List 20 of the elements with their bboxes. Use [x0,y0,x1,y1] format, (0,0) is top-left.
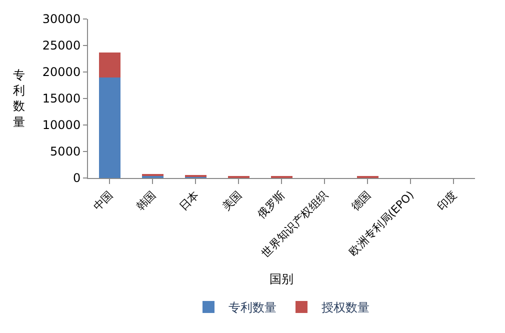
x-tick-label: 美国 [220,188,245,214]
y-tick-label: 5000 [50,144,81,159]
y-tick-label: 25000 [42,38,81,53]
x-tick-label: 中国 [90,188,116,214]
bar [98,77,120,178]
x-tick-label: 韩国 [134,188,159,214]
x-tick-label: 印度 [434,188,460,214]
x-tick-label: 日本 [176,188,202,214]
y-tick-label: 15000 [42,92,81,106]
y-tick-label: 30000 [42,12,81,26]
x-tick-label: 德国 [348,188,374,214]
y-axis-title: 专利数量 [13,68,25,129]
x-axis-title: 国别 [270,272,294,286]
bar [98,52,120,78]
legend-label: 授权数量 [322,300,370,315]
y-tick-label: 0 [72,171,81,186]
legend-label: 专利数量 [228,300,276,315]
y-tick-label: 10000 [42,118,81,132]
y-tick-label: 20000 [42,65,81,80]
x-tick-label: 俄罗斯 [254,188,288,222]
